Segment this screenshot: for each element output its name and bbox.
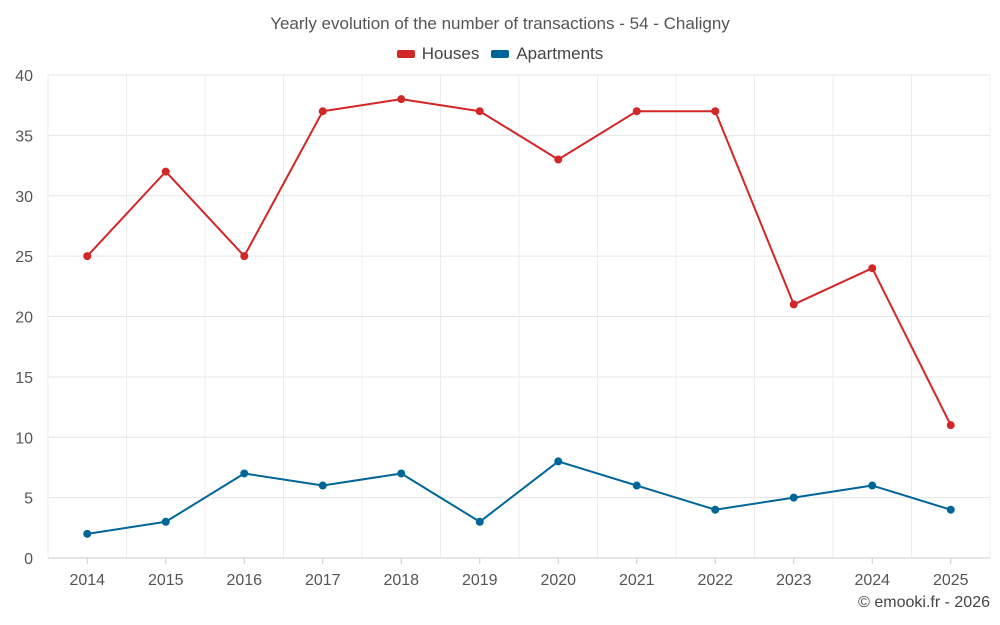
data-point-apartments[interactable] bbox=[83, 529, 92, 538]
data-point-houses[interactable] bbox=[711, 107, 720, 116]
data-point-apartments[interactable] bbox=[240, 469, 249, 478]
data-point-houses[interactable] bbox=[554, 155, 563, 164]
y-tick-label: 10 bbox=[15, 430, 33, 447]
x-axis: 2014 2015 2016 2017 2018 2019 2020 2021 2022 2023… bbox=[48, 557, 990, 589]
data-point-houses[interactable] bbox=[475, 107, 484, 116]
x-tick-label: 2023 bbox=[776, 572, 812, 589]
legend-swatch-houses bbox=[396, 50, 415, 58]
grid bbox=[47, 74, 991, 559]
data-point-apartments[interactable] bbox=[711, 505, 720, 514]
y-tick-label: 25 bbox=[15, 249, 33, 266]
data-point-apartments[interactable] bbox=[475, 517, 484, 526]
y-tick-label: 5 bbox=[24, 491, 33, 508]
data-point-apartments[interactable] bbox=[789, 493, 798, 502]
data-point-apartments[interactable] bbox=[397, 469, 406, 478]
y-tick-label: 0 bbox=[24, 551, 33, 568]
data-point-apartments[interactable] bbox=[318, 481, 327, 490]
x-tick-label: 2025 bbox=[933, 572, 969, 589]
x-tick-label: 2019 bbox=[462, 572, 498, 589]
x-tick-label: 2024 bbox=[854, 572, 890, 589]
data-point-houses[interactable] bbox=[397, 95, 406, 104]
chart-title: Yearly evolution of the number of transa… bbox=[270, 14, 730, 33]
data-point-apartments[interactable] bbox=[632, 481, 641, 490]
x-tick-label: 2017 bbox=[305, 572, 341, 589]
data-point-houses[interactable] bbox=[83, 252, 92, 261]
x-tick-label: 2022 bbox=[697, 572, 733, 589]
legend: Houses Apartments bbox=[0, 44, 1000, 64]
x-tick-label: 2020 bbox=[540, 572, 576, 589]
x-tick-label: 2018 bbox=[383, 572, 419, 589]
y-tick-label: 35 bbox=[15, 128, 33, 145]
x-tick-label: 2014 bbox=[69, 572, 105, 589]
legend-item-apartments[interactable]: Apartments bbox=[491, 44, 603, 64]
data-point-houses[interactable] bbox=[240, 252, 249, 261]
data-point-apartments[interactable] bbox=[554, 457, 563, 466]
data-point-apartments[interactable] bbox=[868, 481, 877, 490]
data-point-apartments[interactable] bbox=[946, 505, 955, 514]
y-axis: 0 5 10 15 20 25 30 35 40 bbox=[15, 68, 33, 568]
y-tick-label: 20 bbox=[15, 310, 33, 327]
x-tick-label: 2016 bbox=[226, 572, 262, 589]
legend-label-apartments: Apartments bbox=[516, 44, 604, 63]
x-tick-label: 2021 bbox=[619, 572, 655, 589]
y-tick-label: 40 bbox=[15, 68, 33, 85]
legend-swatch-apartments bbox=[491, 50, 510, 58]
data-point-houses[interactable] bbox=[789, 300, 798, 309]
series-line-houses bbox=[86, 98, 952, 426]
data-point-houses[interactable] bbox=[868, 264, 877, 273]
y-tick-label: 30 bbox=[15, 189, 33, 206]
data-point-houses[interactable] bbox=[632, 107, 641, 116]
data-point-houses[interactable] bbox=[161, 167, 170, 176]
legend-item-houses[interactable]: Houses bbox=[396, 44, 480, 64]
series-layer bbox=[83, 95, 955, 538]
data-point-houses[interactable] bbox=[318, 107, 327, 116]
data-point-houses[interactable] bbox=[946, 421, 955, 430]
legend-label-houses: Houses bbox=[421, 44, 480, 63]
y-tick-label: 15 bbox=[15, 370, 33, 387]
data-point-apartments[interactable] bbox=[161, 517, 170, 526]
credit: © emooki.fr - 2026 bbox=[858, 594, 990, 611]
series-line-apartments bbox=[87, 460, 952, 535]
x-tick-label: 2015 bbox=[148, 572, 184, 589]
